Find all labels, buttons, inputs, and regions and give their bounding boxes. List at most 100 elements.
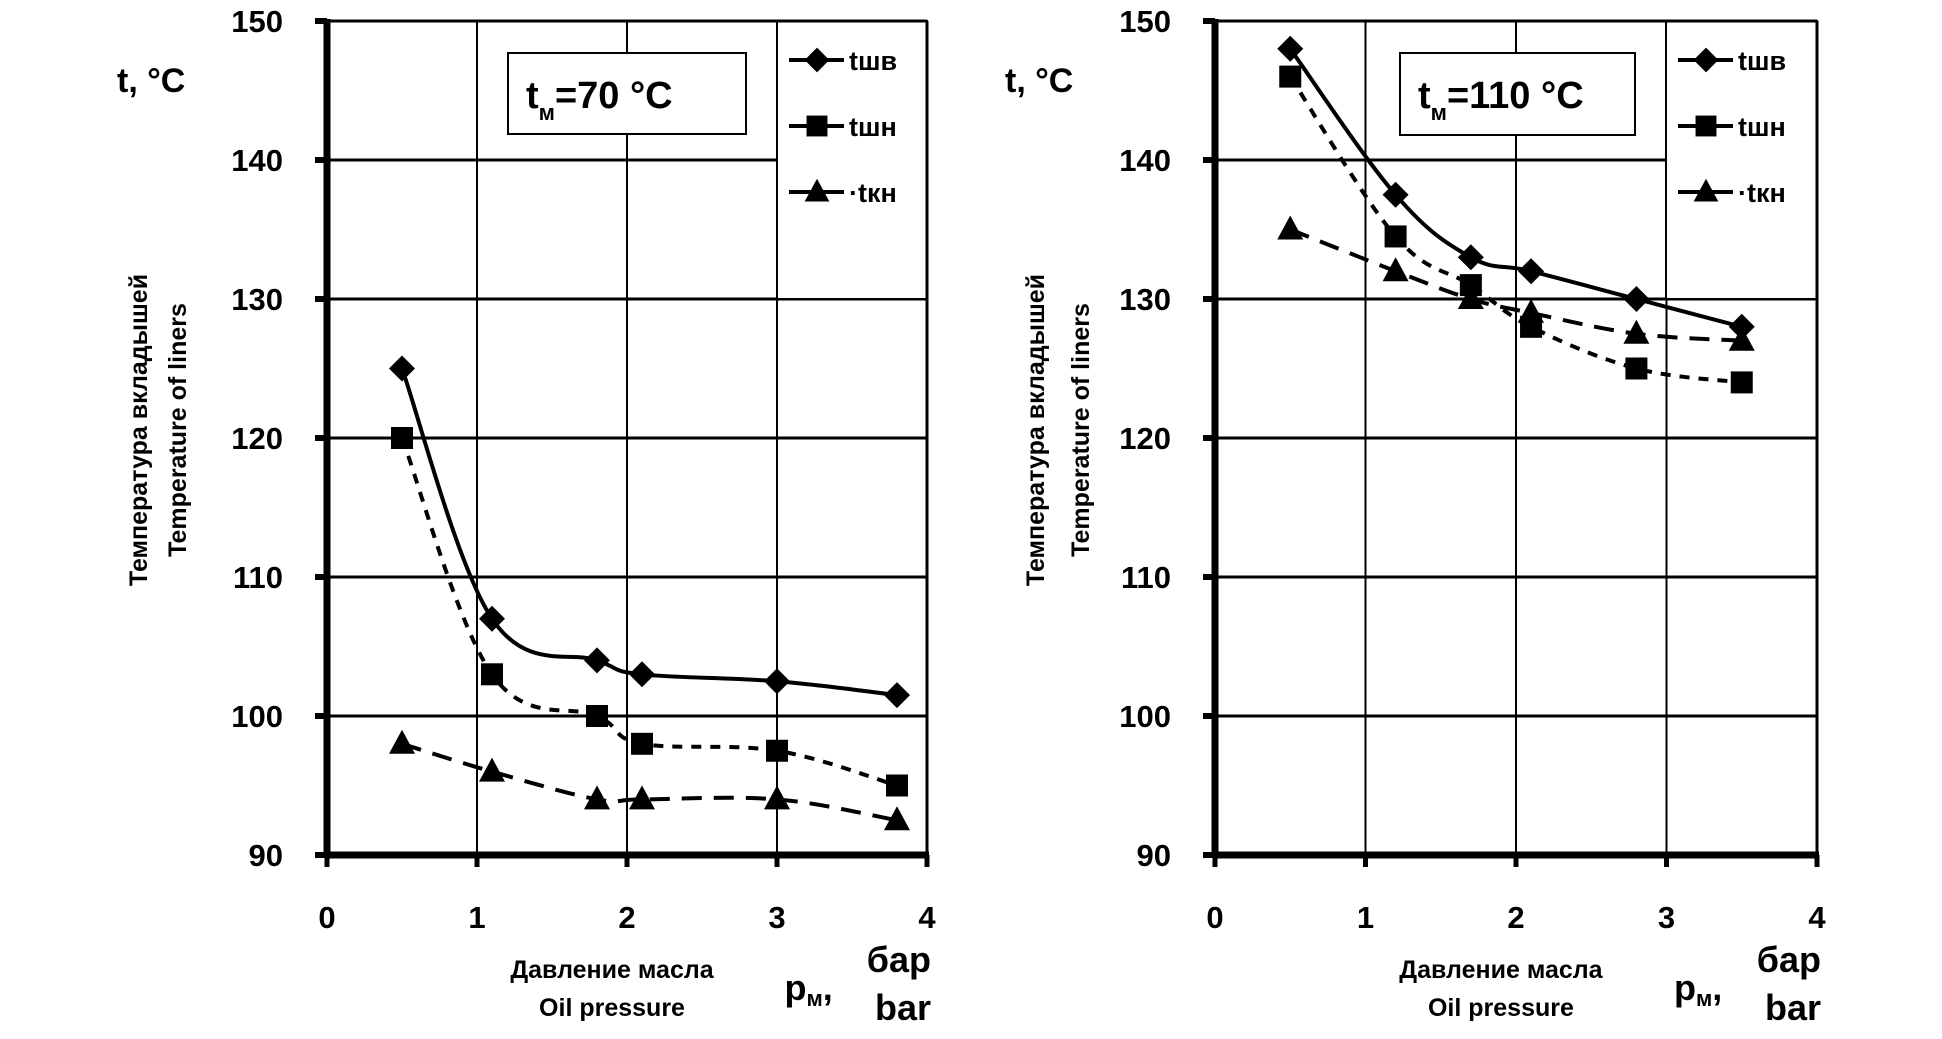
x-tick-label: 4 xyxy=(918,900,936,935)
legend-box xyxy=(1665,20,1818,300)
data-point-square xyxy=(1730,371,1753,394)
annotation-label: tм=70 °C xyxy=(526,75,673,125)
y-tick-label: 150 xyxy=(231,4,283,39)
x-axis-unit: бар xyxy=(1757,939,1821,980)
data-point-diamond xyxy=(389,355,415,382)
legend-marker-triangle xyxy=(1693,178,1719,202)
legend-marker-diamond xyxy=(1693,47,1719,73)
legend-entry: tшн xyxy=(1678,112,1786,142)
data-point-triangle xyxy=(764,785,790,810)
data-point-triangle xyxy=(479,757,505,782)
legend-marker-square xyxy=(806,115,828,137)
series-line xyxy=(1289,227,1742,343)
x-symbol-subscript: м xyxy=(1696,986,1712,1011)
x-symbol-main: p xyxy=(785,967,807,1008)
y-axis-title-line: Температура вкладышей xyxy=(125,274,153,586)
x-tick-label: 0 xyxy=(318,900,335,935)
data-point-square xyxy=(481,663,503,686)
data-point-triangle xyxy=(1457,285,1484,309)
x-symbol-main: p xyxy=(1674,967,1696,1008)
y-tick-label: 100 xyxy=(231,699,283,734)
data-point-square xyxy=(1384,225,1407,248)
annotation-subscript: м xyxy=(539,100,555,125)
series-diamond xyxy=(1277,35,1755,340)
data-point-square xyxy=(1279,65,1302,88)
x-axis-unit: бар xyxy=(867,939,931,980)
series-diamond xyxy=(389,355,910,709)
x-tick-label: 2 xyxy=(618,900,635,935)
data-point-triangle xyxy=(389,729,415,754)
y-tick-label: 90 xyxy=(1137,838,1171,873)
y-axis-title-line: Temperature of liners xyxy=(164,303,192,557)
data-point-diamond xyxy=(1277,35,1304,62)
data-point-diamond xyxy=(1382,181,1409,208)
series-line xyxy=(401,741,898,823)
data-point-square xyxy=(586,705,608,727)
y-tick-label: 110 xyxy=(1121,560,1171,595)
y-tick-label: 110 xyxy=(233,560,283,595)
x-axis-title-line: Oil pressure xyxy=(1428,994,1574,1022)
data-point-square xyxy=(766,739,788,762)
x-tick-label: 3 xyxy=(1658,900,1675,935)
x-tick-label: 3 xyxy=(768,900,785,935)
y-unit-label: t, °C xyxy=(1005,62,1073,100)
data-point-triangle xyxy=(1728,326,1755,351)
y-tick-label: 130 xyxy=(1119,282,1171,317)
legend-label: ·tкн xyxy=(1738,178,1786,208)
series-line xyxy=(1288,47,1743,329)
series-line xyxy=(400,437,898,788)
y-tick-label: 140 xyxy=(231,143,283,178)
legend-entry: tшв xyxy=(789,46,897,76)
legend-marker-diamond xyxy=(804,47,830,73)
data-point-square xyxy=(1625,357,1648,380)
data-point-triangle xyxy=(629,785,655,810)
x-tick-label: 2 xyxy=(1507,900,1524,935)
data-point-diamond xyxy=(1518,258,1545,285)
annotation-box xyxy=(507,52,747,135)
data-point-triangle xyxy=(1277,215,1304,240)
legend-label: tшв xyxy=(849,46,897,76)
x-axis-title-line: Oil pressure xyxy=(539,994,685,1022)
data-point-diamond xyxy=(479,605,505,632)
legend-label: tшв xyxy=(1738,46,1786,76)
x-axis-title-line: Давление масла xyxy=(1399,956,1603,984)
annotation-label: tм=110 °C xyxy=(1418,75,1584,125)
data-point-diamond xyxy=(1623,286,1650,312)
x-axis-unit: bar xyxy=(875,987,931,1028)
y-unit-label: t, °C xyxy=(117,62,185,100)
data-point-diamond xyxy=(764,668,790,695)
x-axis-symbol: pм, xyxy=(785,967,833,1011)
data-point-square xyxy=(886,774,908,797)
data-point-square xyxy=(631,732,653,755)
legend-entry: tшв xyxy=(1678,46,1786,76)
y-axis-title-line: Temperature of liners xyxy=(1067,303,1095,557)
data-point-triangle xyxy=(1382,257,1409,282)
x-axis-symbol: pм, xyxy=(1674,967,1722,1011)
series-line xyxy=(1288,75,1743,385)
x-tick-label: 1 xyxy=(1357,900,1374,935)
y-tick-label: 100 xyxy=(1119,699,1171,734)
x-symbol-subscript: м xyxy=(807,986,823,1011)
legend-label: tшн xyxy=(849,112,897,142)
legend-label: tшн xyxy=(1738,112,1786,142)
x-axis-unit: bar xyxy=(1765,987,1821,1028)
y-tick-label: 90 xyxy=(249,838,283,873)
data-point-diamond xyxy=(1457,244,1484,271)
y-tick-label: 120 xyxy=(1119,421,1171,456)
legend-entry: tшн xyxy=(789,112,897,142)
data-point-diamond xyxy=(884,682,910,709)
y-tick-label: 120 xyxy=(231,421,283,456)
annotation-box xyxy=(1399,52,1636,136)
legend-entry: ·tкн xyxy=(789,178,897,208)
x-axis-title-line: Давление масла xyxy=(510,956,714,984)
data-point-triangle xyxy=(884,806,910,831)
data-point-triangle xyxy=(584,785,610,810)
annotation-main: t xyxy=(526,75,539,117)
x-tick-label: 0 xyxy=(1206,900,1223,935)
series-triangle xyxy=(1277,215,1755,351)
legend-label: ·tкн xyxy=(849,178,897,208)
annotation-main: t xyxy=(1418,75,1431,117)
